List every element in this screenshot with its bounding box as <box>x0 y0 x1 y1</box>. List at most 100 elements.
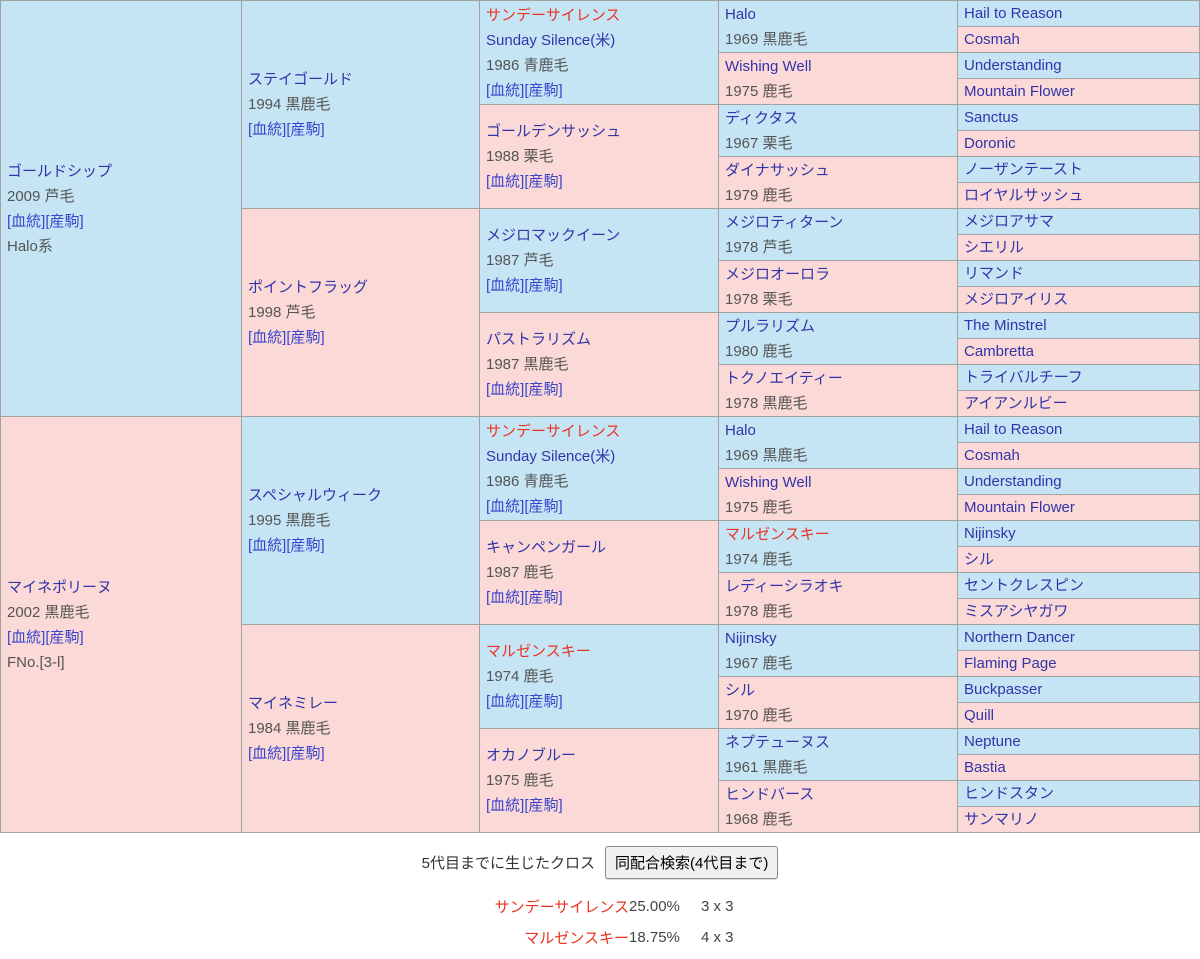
horse-link[interactable]: Neptune <box>964 732 1021 750</box>
horse-link[interactable]: Buckpasser <box>964 680 1043 698</box>
horse-link[interactable]: The Minstrel <box>964 316 1047 334</box>
horse-link[interactable]: ノーザンテースト <box>964 160 1083 178</box>
horse-link[interactable]: リマンド <box>964 264 1025 282</box>
horse-link[interactable]: Quill <box>964 706 995 724</box>
horse-link[interactable]: サンデーサイレンス <box>486 6 621 24</box>
blood-link[interactable]: [血統] <box>248 745 287 762</box>
horse-link[interactable]: ロイヤルサッシュ <box>964 186 1084 204</box>
horse-link[interactable]: Northern Dancer <box>964 628 1075 646</box>
horse-link[interactable]: メジロマックイーン <box>486 227 621 244</box>
horse-link[interactable]: Wishing Well <box>725 57 812 75</box>
horse-link[interactable]: Hail to Reason <box>964 420 1063 438</box>
pedigree-cell: Cosmah <box>957 26 1200 53</box>
horse-link[interactable]: Cambretta <box>964 342 1035 360</box>
offspring-link[interactable]: [産駒] <box>524 797 563 814</box>
horse-link[interactable]: マイネミレー <box>248 695 339 712</box>
horse-link[interactable]: Cosmah <box>964 30 1020 48</box>
horse-name-en: Sunday Silence(米) <box>486 28 714 53</box>
pedigree-cell: The Minstrel <box>957 312 1200 339</box>
horse-link[interactable]: ゴールデンサッシュ <box>486 123 622 140</box>
horse-link[interactable]: シル <box>725 681 756 699</box>
horse-link-en[interactable]: Sunday Silence(米) <box>486 31 616 49</box>
blood-link[interactable]: [血統] <box>486 381 525 398</box>
horse-link[interactable]: ヒンドバース <box>725 785 815 803</box>
offspring-link[interactable]: [産駒] <box>524 589 563 606</box>
year-coat-text: 1961 黒鹿毛 <box>725 758 808 776</box>
horse-link[interactable]: シエリル <box>964 238 1025 256</box>
blood-link[interactable]: [血統] <box>248 121 287 138</box>
horse-link[interactable]: キャンペンガール <box>486 539 607 556</box>
same-mating-search-button[interactable]: 同配合検索(4代目まで) <box>605 846 779 879</box>
blood-link[interactable]: [血統] <box>486 277 525 294</box>
blood-link[interactable]: [血統] <box>486 797 525 814</box>
horse-link[interactable]: パストラリズム <box>486 331 592 348</box>
horse-link[interactable]: Cosmah <box>964 446 1020 464</box>
horse-link[interactable]: Understanding <box>964 472 1062 490</box>
offspring-link[interactable]: [産駒] <box>45 212 84 230</box>
horse-link[interactable]: メジロアサマ <box>964 212 1055 230</box>
blood-link[interactable]: [血統] <box>486 497 525 515</box>
horse-link[interactable]: ポイントフラッグ <box>248 279 369 296</box>
horse-link[interactable]: サンデーサイレンス <box>486 422 621 440</box>
horse-link[interactable]: サンマリノ <box>964 810 1040 828</box>
offspring-link[interactable]: [産駒] <box>286 745 325 762</box>
horse-link[interactable]: Mountain Flower <box>964 82 1075 100</box>
horse-link[interactable]: Hail to Reason <box>964 4 1063 22</box>
horse-link[interactable]: ネプテューヌス <box>725 733 831 751</box>
horse-link[interactable]: セントクレスピン <box>964 576 1085 594</box>
horse-link[interactable]: マイネポリーヌ <box>7 578 113 596</box>
offspring-link[interactable]: [産駒] <box>524 81 563 99</box>
horse-link[interactable]: メジロティターン <box>725 213 844 231</box>
offspring-link[interactable]: [産駒] <box>45 628 84 646</box>
pedigree-cell: Bastia <box>957 754 1200 781</box>
horse-link[interactable]: Flaming Page <box>964 654 1057 672</box>
horse-link[interactable]: ヒンドスタン <box>964 784 1055 802</box>
horse-link[interactable]: ミスアシヤガワ <box>964 602 1069 620</box>
horse-link[interactable]: トクノエイティー <box>725 369 843 387</box>
horse-link[interactable]: マルゼンスキー <box>725 525 830 543</box>
horse-link[interactable]: ステイゴールド <box>248 71 354 88</box>
horse-link[interactable]: ディクタス <box>725 109 799 127</box>
horse-link[interactable]: メジロアイリス <box>964 290 1069 308</box>
blood-link[interactable]: [血統] <box>7 212 46 230</box>
blood-link[interactable]: [血統] <box>486 693 525 710</box>
horse-link[interactable]: Wishing Well <box>725 473 812 491</box>
horse-link[interactable]: ゴールドシップ <box>7 162 113 180</box>
horse-link[interactable]: Nijinsky <box>725 629 777 647</box>
blood-link[interactable]: [血統] <box>248 537 287 554</box>
blood-link[interactable]: [血統] <box>486 173 525 190</box>
blood-link[interactable]: [血統] <box>486 589 525 606</box>
horse-link[interactable]: Understanding <box>964 56 1062 74</box>
offspring-link[interactable]: [産駒] <box>286 121 325 138</box>
horse-link[interactable]: Halo <box>725 421 756 439</box>
horse-link[interactable]: シル <box>964 550 995 568</box>
horse-link[interactable]: アイアンルビー <box>964 394 1068 412</box>
offspring-link[interactable]: [産駒] <box>524 173 563 190</box>
horse-link[interactable]: Sanctus <box>964 108 1019 126</box>
offspring-link[interactable]: [産駒] <box>524 277 563 294</box>
horse-link[interactable]: マルゼンスキー <box>486 643 591 660</box>
links-line: [血統][産駒] <box>248 117 475 142</box>
horse-link[interactable]: Nijinsky <box>964 524 1016 542</box>
year-coat-text: 1979 鹿毛 <box>725 186 793 204</box>
offspring-link[interactable]: [産駒] <box>286 329 325 346</box>
horse-link[interactable]: トライバルチーフ <box>964 368 1083 386</box>
offspring-link[interactable]: [産駒] <box>524 381 563 398</box>
horse-link[interactable]: レディーシラオキ <box>725 577 844 595</box>
horse-link[interactable]: ダイナサッシュ <box>725 161 830 179</box>
offspring-link[interactable]: [産駒] <box>286 537 325 554</box>
horse-link[interactable]: Bastia <box>964 758 1006 776</box>
blood-link[interactable]: [血統] <box>248 329 287 346</box>
horse-link-en[interactable]: Sunday Silence(米) <box>486 447 616 465</box>
horse-link[interactable]: Doronic <box>964 134 1016 152</box>
blood-link[interactable]: [血統] <box>7 628 46 646</box>
horse-link[interactable]: プルラリズム <box>725 317 816 335</box>
blood-link[interactable]: [血統] <box>486 81 525 99</box>
horse-link[interactable]: Mountain Flower <box>964 498 1075 516</box>
horse-link[interactable]: メジロオーロラ <box>725 265 831 283</box>
offspring-link[interactable]: [産駒] <box>524 497 563 515</box>
horse-link[interactable]: オカノブルー <box>486 747 577 764</box>
horse-link[interactable]: スペシャルウィーク <box>248 487 382 504</box>
offspring-link[interactable]: [産駒] <box>524 693 563 710</box>
horse-link[interactable]: Halo <box>725 5 756 23</box>
